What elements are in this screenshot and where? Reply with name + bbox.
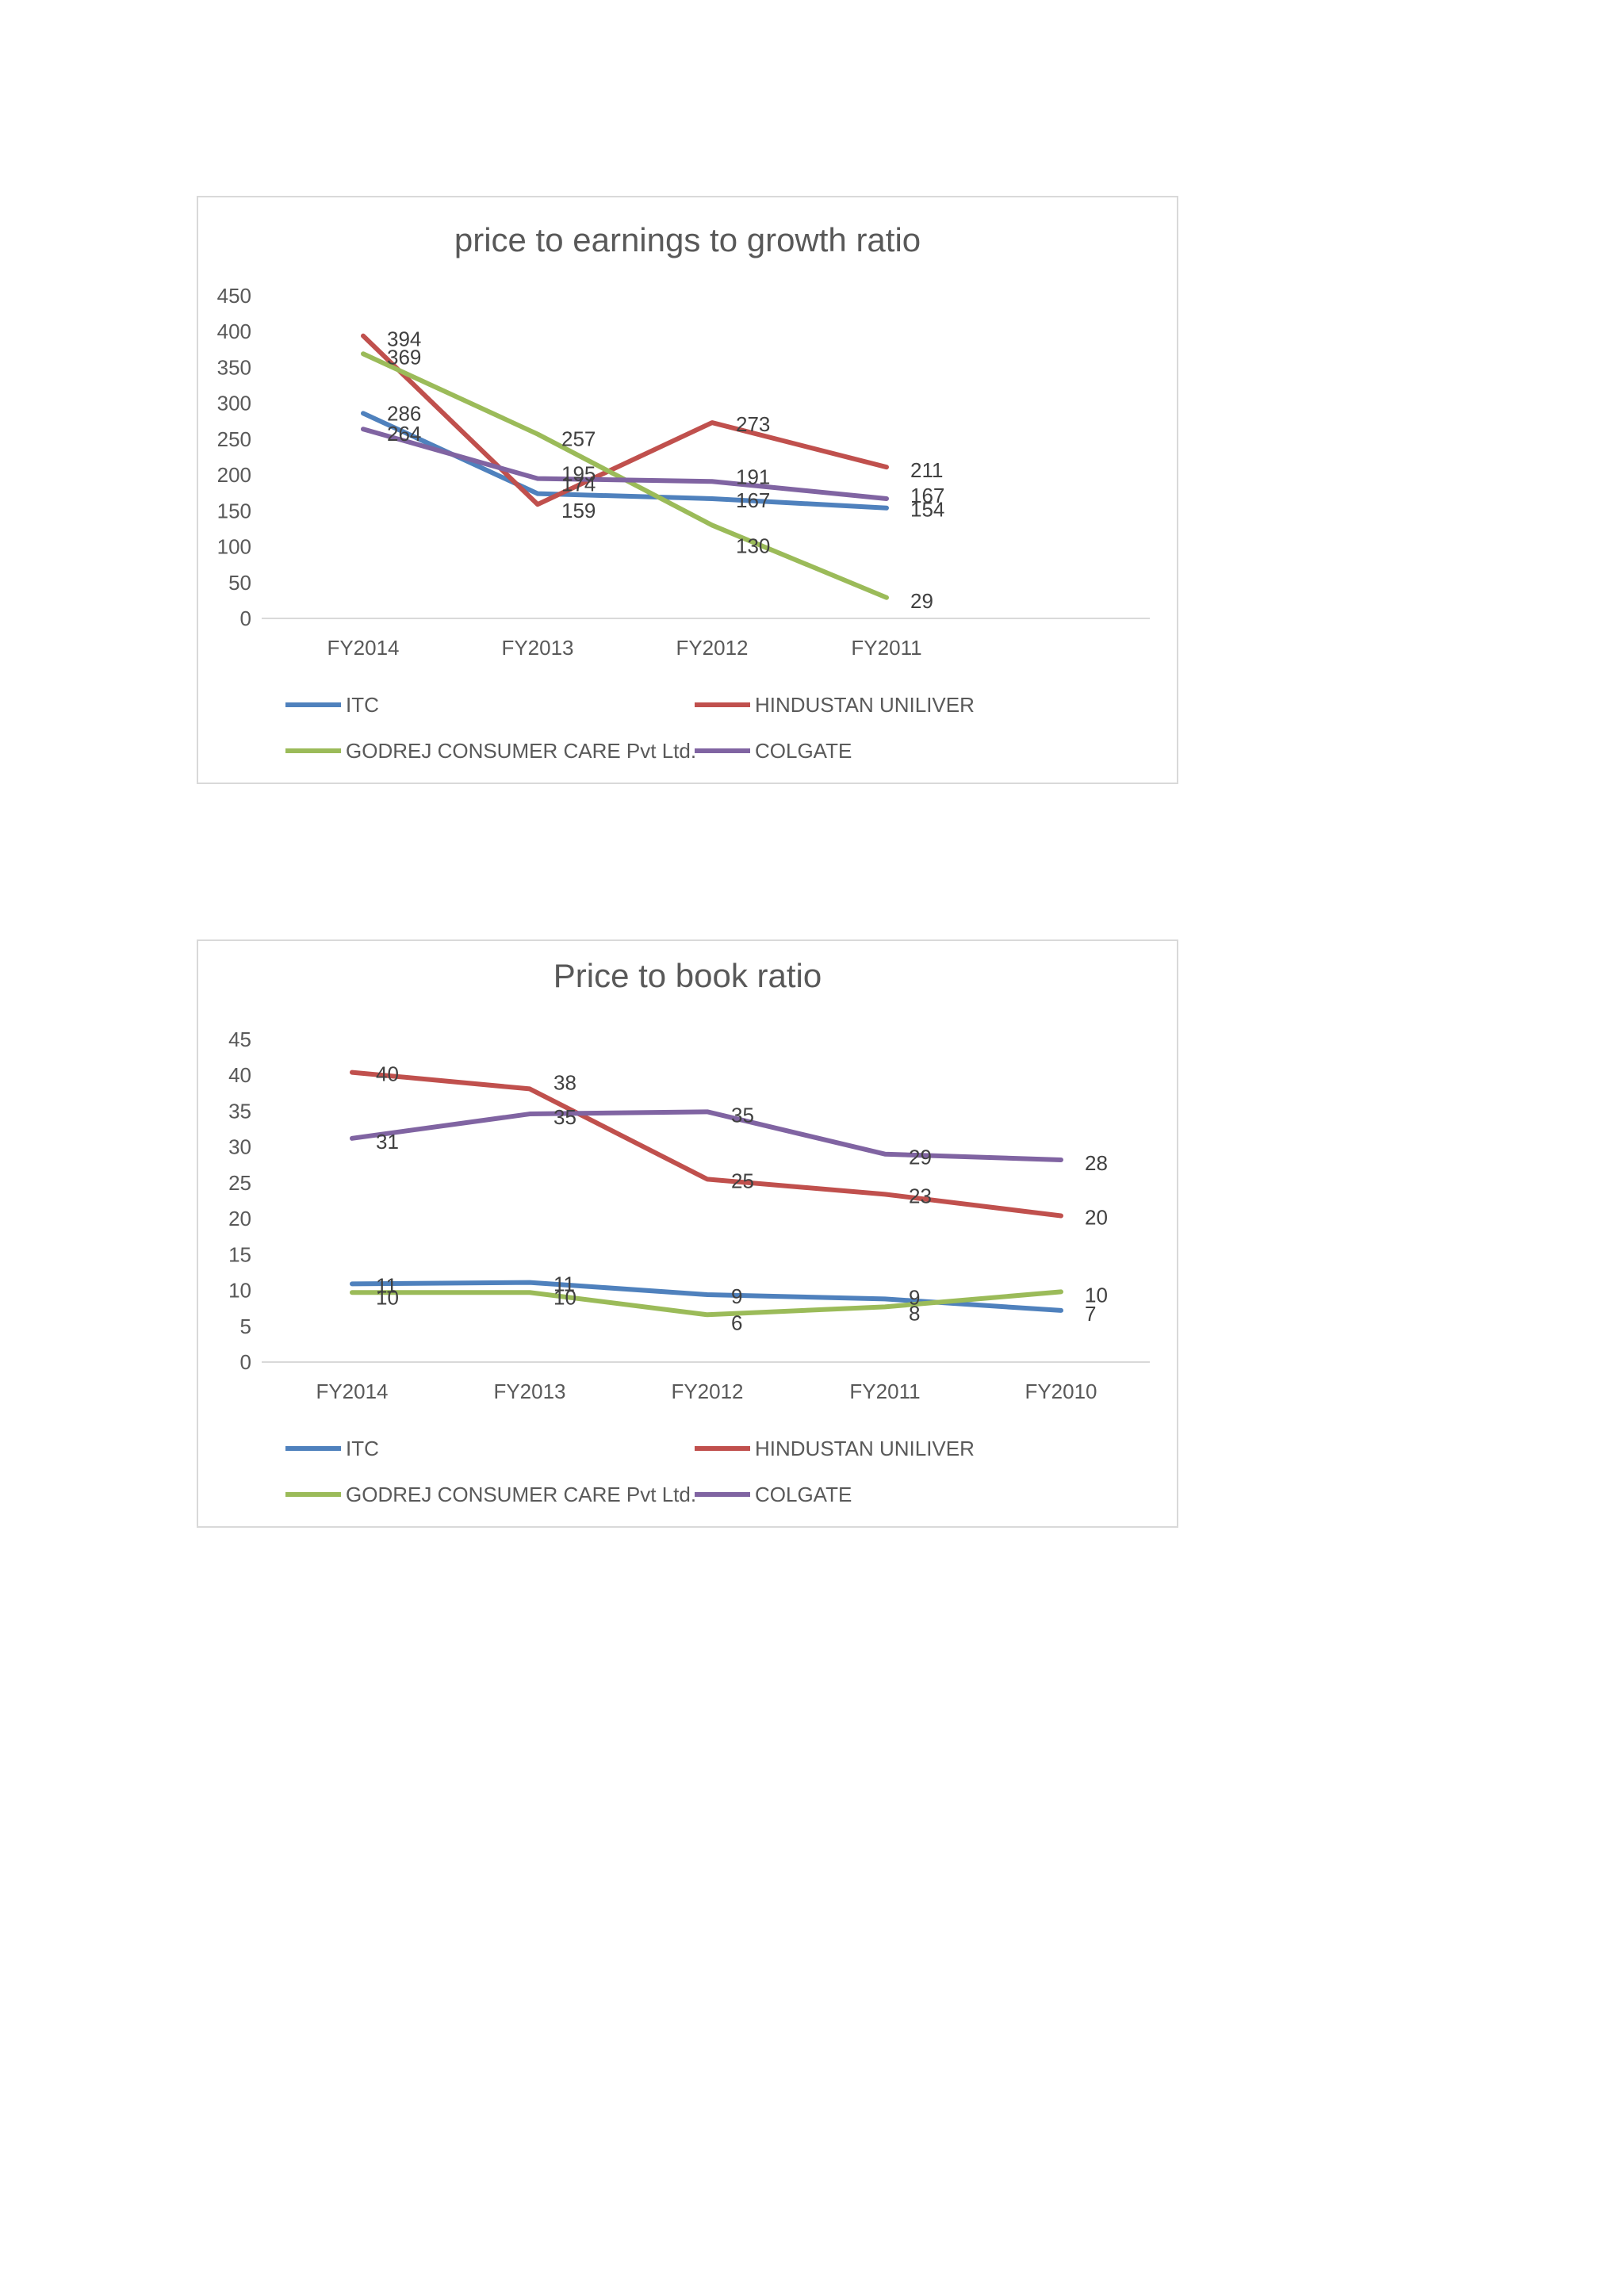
chart2-data-label-godrej-consumer-care-pvt-ltd: 10 — [1085, 1283, 1108, 1307]
chart2-data-label-godrej-consumer-care-pvt-ltd: 10 — [376, 1285, 399, 1309]
chart2-data-label-colgate: 35 — [731, 1103, 754, 1127]
chart1-data-label-itc: 154 — [910, 498, 944, 522]
chart1-data-label-hindustan-uniliver: 273 — [736, 412, 770, 436]
chart1-y-tick-label: 250 — [217, 427, 251, 451]
chart2-data-label-itc: 11 — [553, 1272, 575, 1296]
pe-growth-chart-svg: price to earnings to growth ratio 0 50 100 1… — [217, 221, 1150, 763]
chart1-data-label-colgate: 167 — [910, 484, 944, 507]
chart2-y-tick-label: 10 — [228, 1279, 251, 1303]
chart2-data-label-hindustan-uniliver: 23 — [909, 1184, 932, 1207]
chart1-title: price to earnings to growth ratio — [454, 221, 921, 258]
chart2-y-tick-label: 25 — [228, 1171, 251, 1195]
chart1-x-tick-label: FY2014 — [327, 636, 399, 660]
chart1-data-label-godrej-consumer-care-pvt-ltd: 369 — [387, 345, 421, 369]
chart2-data-label-godrej-consumer-care-pvt-ltd: 6 — [731, 1311, 742, 1334]
chart2-legend-label-itc: ITC — [346, 1437, 379, 1460]
chart2-y-tick-label: 40 — [228, 1063, 251, 1087]
chart1-data-label-hindustan-uniliver: 211 — [910, 458, 943, 482]
chart1-data-label-hindustan-uniliver: 159 — [561, 499, 596, 522]
chart2-x-tick-label: FY2010 — [1025, 1380, 1097, 1403]
chart2-data-label-colgate: 31 — [376, 1130, 399, 1154]
chart2-legend-label-hindustan-uniliver: HINDUSTAN UNILIVER — [755, 1437, 975, 1460]
chart2-y-tick-label: 20 — [228, 1207, 251, 1230]
chart2-data-label-hindustan-uniliver: 25 — [731, 1169, 754, 1192]
chart1-data-label-itc: 286 — [387, 401, 421, 425]
chart2-data-label-itc: 11 — [376, 1273, 397, 1297]
chart1-y-tick-label: 350 — [217, 355, 251, 379]
chart2-data-label-godrej-consumer-care-pvt-ltd: 10 — [553, 1285, 576, 1309]
chart1-x-tick-label: FY2013 — [501, 636, 573, 660]
chart2-legend-label-godrej-consumer-care-pvt-ltd: GODREJ CONSUMER CARE Pvt Ltd. — [346, 1483, 696, 1506]
chart1-x-tick-label: FY2012 — [676, 636, 748, 660]
chart2-y-tick-label: 15 — [228, 1242, 251, 1266]
chart1-y-tick-label: 50 — [228, 571, 251, 595]
chart2-data-label-hindustan-uniliver: 38 — [553, 1070, 576, 1094]
chart1-legend-label-itc: ITC — [346, 693, 379, 717]
chart1-y-tick-label: 400 — [217, 320, 251, 343]
chart1-legend-label-hindustan-uniliver: HINDUSTAN UNILIVER — [755, 693, 975, 717]
chart2-legend-label-colgate: COLGATE — [755, 1483, 852, 1506]
chart2-title: Price to book ratio — [553, 957, 822, 994]
chart1-series-line-itc — [361, 411, 889, 511]
chart2-x-tick-label: FY2012 — [671, 1380, 743, 1403]
chart2-y-tick-label: 30 — [228, 1135, 251, 1159]
chart2-data-label-itc: 7 — [1085, 1302, 1096, 1326]
chart2-y-tick-label: 35 — [228, 1099, 251, 1123]
chart1-data-label-colgate: 195 — [561, 462, 596, 486]
chart1-y-tick-label: 200 — [217, 463, 251, 487]
chart2-data-label-colgate: 35 — [553, 1105, 576, 1129]
chart1-legend-label-colgate: COLGATE — [755, 739, 852, 763]
chart1-legend-label-godrej-consumer-care-pvt-ltd: GODREJ CONSUMER CARE Pvt Ltd. — [346, 739, 696, 763]
chart2-data-label-godrej-consumer-care-pvt-ltd: 8 — [909, 1301, 920, 1325]
chart1-data-label-itc: 167 — [736, 488, 770, 512]
chart1-y-tick-label: 150 — [217, 499, 251, 522]
chart2-series-line-itc — [350, 1280, 1063, 1313]
chart2-data-label-colgate: 28 — [1085, 1151, 1108, 1175]
chart2-y-tick-label: 5 — [240, 1314, 251, 1338]
chart2-y-tick-label: 45 — [228, 1027, 251, 1051]
chart2-data-label-hindustan-uniliver: 20 — [1085, 1205, 1108, 1229]
chart1-y-tick-label: 100 — [217, 535, 251, 559]
chart2-data-label-hindustan-uniliver: 40 — [376, 1062, 399, 1086]
chart1-y-tick-label: 0 — [240, 607, 251, 630]
chart1-data-label-colgate: 191 — [736, 465, 770, 488]
chart1-series-line-hindustan-uniliver — [361, 333, 889, 507]
chart1-data-label-hindustan-uniliver: 394 — [387, 327, 421, 351]
pe-growth-chart: price to earnings to growth ratio 0 50 100 1… — [197, 196, 1178, 784]
chart2-x-tick-label: FY2014 — [316, 1380, 388, 1403]
chart2-x-tick-label: FY2013 — [493, 1380, 565, 1403]
chart1-data-label-itc: 174 — [561, 473, 596, 496]
chart1-y-tick-label: 450 — [217, 284, 251, 308]
chart2-y-tick-label: 0 — [240, 1350, 251, 1374]
chart1-data-label-godrej-consumer-care-pvt-ltd: 29 — [910, 589, 933, 613]
chart2-data-label-itc: 9 — [909, 1285, 920, 1309]
chart1-data-label-godrej-consumer-care-pvt-ltd: 257 — [561, 427, 596, 451]
chart1-data-label-godrej-consumer-care-pvt-ltd: 130 — [736, 534, 770, 557]
chart2-series-line-hindustan-uniliver — [350, 1070, 1063, 1219]
chart1-x-tick-label: FY2011 — [851, 636, 921, 660]
price-to-book-chart-svg: Price to book ratio 0 5 10 15 20 25 30 35 40 45 FY2… — [228, 957, 1150, 1506]
chart1-data-label-colgate: 264 — [387, 422, 421, 446]
chart1-y-tick-label: 300 — [217, 392, 251, 415]
chart2-series-line-colgate — [350, 1109, 1063, 1162]
chart2-x-tick-label: FY2011 — [849, 1380, 920, 1403]
chart2-data-label-itc: 9 — [731, 1284, 742, 1308]
chart1-series-line-colgate — [361, 427, 889, 501]
chart2-series-line-godrej-consumer-care-pvt-ltd — [350, 1289, 1063, 1318]
chart2-data-label-colgate: 29 — [909, 1146, 932, 1169]
price-to-book-chart: Price to book ratio 0 5 10 15 20 25 30 35 40 45 FY2… — [197, 939, 1178, 1528]
chart1-series-line-godrej-consumer-care-pvt-ltd — [361, 351, 889, 600]
